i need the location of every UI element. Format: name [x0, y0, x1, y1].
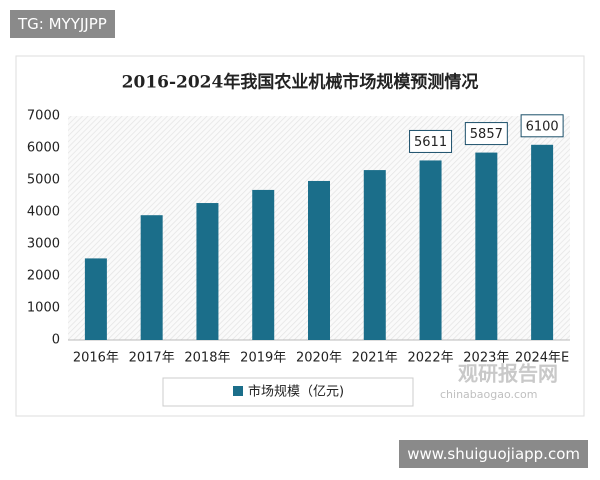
- x-tick-label: 2019年: [240, 351, 286, 366]
- watermark: TG: MYYJJPP: [10, 10, 115, 38]
- y-tick-label: 6000: [27, 141, 60, 156]
- y-tick-label: 0: [52, 333, 60, 348]
- legend-box: [162, 377, 414, 407]
- data-label-box: [520, 114, 564, 138]
- data-label-box: [409, 129, 453, 153]
- logo-text: 观研报告网: [458, 362, 558, 386]
- y-tick-label: 2000: [27, 269, 60, 284]
- chart-title: 2016-2024年我国农业机械市场规模预测情况: [122, 72, 479, 93]
- bar: [363, 170, 386, 340]
- bar: [419, 160, 442, 340]
- x-tick-label: 2023年: [463, 351, 509, 366]
- y-tick-label: 1000: [27, 301, 60, 316]
- data-label-box: [464, 122, 508, 146]
- bar: [196, 203, 219, 340]
- bar: [252, 189, 275, 340]
- legend-label: 市场规模（亿元): [248, 384, 344, 400]
- x-tick-label: 2020年: [296, 351, 342, 366]
- bar: [140, 215, 163, 340]
- data-label: 5857: [470, 127, 503, 142]
- y-tick-label: 4000: [27, 205, 60, 220]
- x-tick-label: 2018年: [184, 351, 230, 366]
- data-label: 5611: [414, 135, 447, 150]
- x-tick-label: 2024年E: [515, 351, 569, 366]
- data-label: 6100: [526, 119, 559, 134]
- x-tick-label: 2022年: [408, 351, 454, 366]
- y-tick-label: 3000: [27, 237, 60, 252]
- x-tick-label: 2021年: [352, 351, 398, 366]
- watermark: www.shuiguojiapp.com: [399, 440, 588, 468]
- y-tick-label: 7000: [27, 109, 60, 124]
- bar: [531, 144, 554, 340]
- bar: [475, 152, 498, 340]
- x-tick-label: 2017年: [129, 351, 175, 366]
- logo-url: chinabaogao.com: [440, 388, 538, 401]
- bar: [84, 258, 107, 340]
- legend-swatch: [233, 386, 243, 396]
- y-tick-label: 5000: [27, 173, 60, 188]
- x-tick-label: 2016年: [73, 351, 119, 366]
- bar: [308, 180, 330, 340]
